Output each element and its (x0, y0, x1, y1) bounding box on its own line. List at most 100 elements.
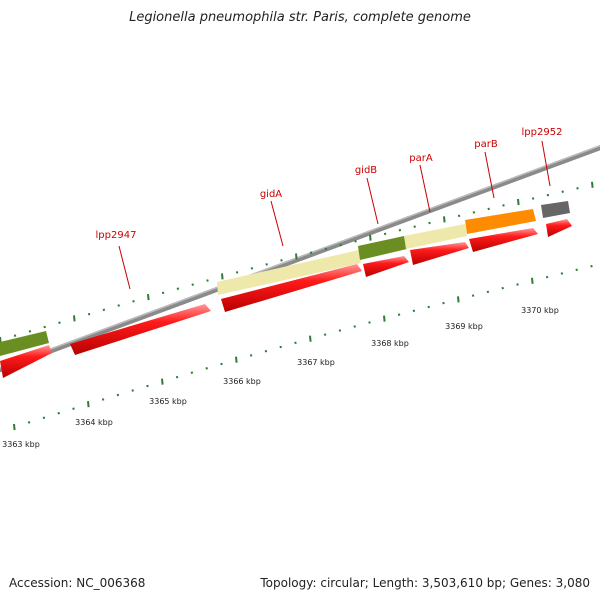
minor-tick (42, 416, 46, 420)
cds-arrow (469, 228, 538, 252)
minor-tick (323, 333, 327, 336)
ruler-label: 3366 kbp (223, 377, 261, 386)
ruler-ticks (13, 264, 593, 431)
genome-backbone-highlight (0, 131, 600, 383)
cog-track (0, 201, 570, 356)
major-tick (457, 296, 460, 303)
major-tick (383, 315, 386, 322)
minor-tick (206, 279, 209, 282)
label-leaders (118, 140, 551, 290)
minor-tick (576, 187, 579, 190)
leader-line (484, 151, 495, 199)
minor-tick (87, 312, 91, 316)
major-tick (73, 315, 76, 322)
major-tick (369, 234, 372, 241)
gene-label-parB: parB (474, 139, 498, 150)
minor-tick (324, 247, 328, 251)
minor-tick (472, 211, 476, 214)
cog-block (404, 224, 467, 249)
major-tick (591, 181, 594, 188)
minor-tick (294, 341, 297, 345)
ruler-label: 3368 kbp (371, 339, 409, 348)
minor-tick (338, 329, 342, 332)
minor-tick (486, 290, 490, 294)
major-tick (161, 378, 164, 385)
minor-tick (101, 398, 105, 401)
minor-tick (190, 371, 194, 374)
major-tick (221, 273, 224, 280)
cds-arrow (0, 345, 52, 378)
major-tick (13, 423, 16, 431)
minor-tick (427, 305, 430, 309)
ruler-label: 3370 kbp (521, 306, 559, 315)
minor-tick (383, 232, 387, 236)
minor-tick (102, 308, 106, 312)
leader-line (118, 245, 131, 290)
minor-tick (353, 325, 356, 328)
minor-tick (368, 321, 371, 324)
ruler-label: 3363 kbp (2, 440, 40, 449)
minor-tick (28, 330, 32, 333)
ruler-labels: 3363 kbp 3364 kbp 3365 kbp 3366 kbp 3367… (2, 306, 559, 449)
minor-tick (413, 225, 416, 228)
major-tick (147, 294, 150, 301)
minor-tick (146, 384, 149, 388)
major-tick (517, 198, 520, 206)
minor-tick (279, 345, 282, 349)
minor-tick (546, 193, 550, 197)
minor-tick (398, 228, 402, 232)
minor-tick (442, 301, 445, 305)
minor-tick (132, 300, 135, 303)
cds-track (0, 219, 572, 378)
cog-block (541, 201, 570, 218)
cds-arrow (70, 304, 211, 355)
minor-tick (412, 309, 416, 313)
major-tick (443, 216, 446, 223)
map-title: Legionella pneumophila str. Paris, compl… (129, 10, 471, 25)
cog-block (465, 209, 536, 234)
gene-label-gidA: gidA (260, 189, 282, 200)
gene-label-lpp2947: lpp2947 (96, 230, 137, 241)
minor-tick (280, 259, 283, 262)
minor-tick (235, 271, 239, 274)
gene-label-gidB: gidB (355, 165, 377, 176)
leader-line (419, 164, 431, 213)
leader-line (541, 140, 551, 187)
accession-text: Accession: NC_006368 (9, 576, 146, 590)
cog-block (217, 250, 361, 295)
cds-arrow (546, 219, 572, 237)
major-tick (235, 356, 238, 363)
minor-tick (457, 214, 461, 218)
leader-line (270, 200, 284, 247)
backbone-group (0, 131, 600, 386)
cog-block (0, 331, 49, 356)
minor-tick (545, 275, 549, 279)
cds-arrow (363, 256, 409, 277)
major-tick (87, 401, 90, 408)
minor-tick (220, 362, 223, 366)
genome-backbone (0, 131, 600, 386)
minor-tick (516, 283, 519, 286)
minor-tick (501, 286, 504, 290)
minor-tick (57, 411, 60, 415)
minor-tick (354, 240, 357, 243)
minor-tick (487, 207, 490, 211)
minor-tick (161, 291, 165, 295)
cds-arrow (410, 242, 469, 265)
minor-tick (191, 283, 194, 286)
minor-tick (560, 272, 564, 275)
gene-labels: lpp2947 gidA gidB parA parB lpp2952 (96, 127, 563, 241)
cds-arrow (221, 264, 362, 312)
minor-tick (339, 243, 342, 247)
cog-block (358, 236, 407, 260)
outer-ticks (0, 181, 594, 344)
minor-tick (502, 204, 505, 207)
minor-tick (131, 389, 134, 392)
genome-summary-text: Topology: circular; Length: 3,503,610 bp… (260, 576, 590, 590)
minor-tick (116, 393, 120, 397)
minor-tick (117, 304, 120, 307)
major-tick (531, 277, 534, 284)
gene-label-lpp2952: lpp2952 (522, 127, 563, 138)
minor-tick (471, 294, 475, 297)
